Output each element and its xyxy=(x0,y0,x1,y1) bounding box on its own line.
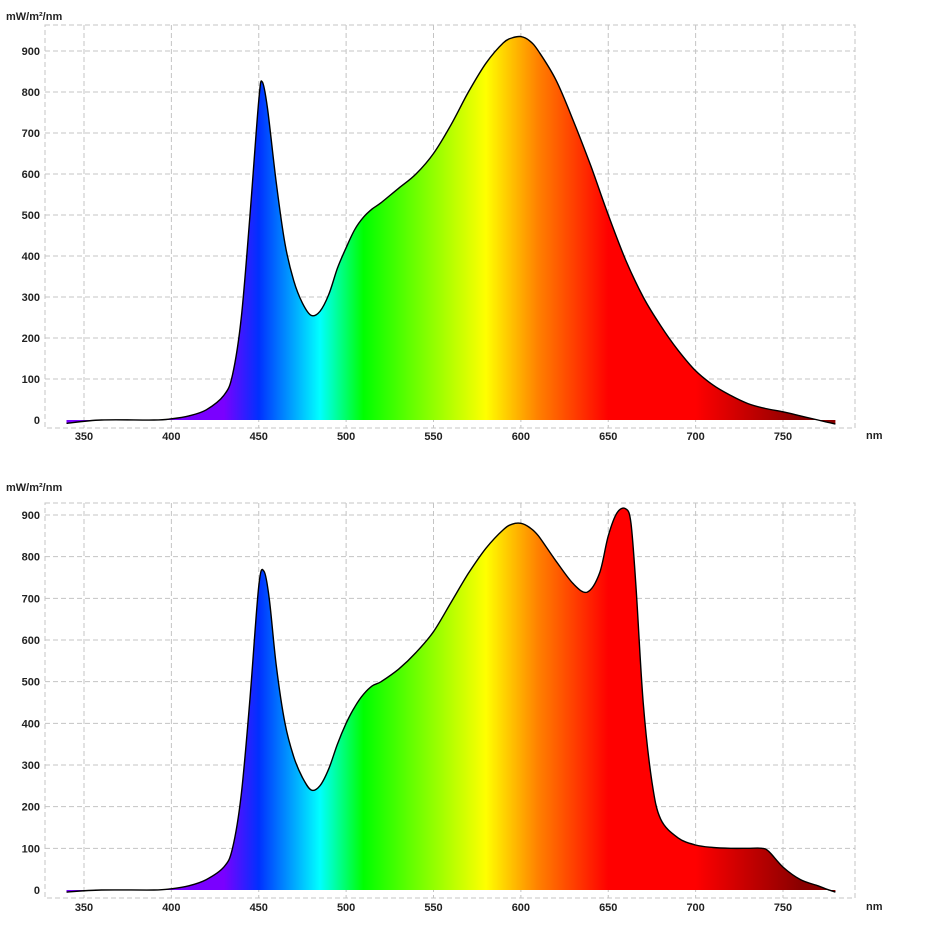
spectrum-area xyxy=(66,36,836,425)
x-tick-label: 650 xyxy=(599,431,617,443)
y-tick-label: 400 xyxy=(22,718,40,730)
x-tick-label: 350 xyxy=(75,431,93,443)
x-tick-label: 700 xyxy=(686,431,704,443)
y-tick-label: 500 xyxy=(22,210,40,222)
x-tick-label: 650 xyxy=(599,902,617,914)
x-tick-label: 700 xyxy=(686,902,704,914)
y-tick-label: 600 xyxy=(22,635,40,647)
y-tick-label: 700 xyxy=(22,593,40,605)
y-tick-label: 100 xyxy=(22,374,40,386)
x-tick-label: 750 xyxy=(774,431,792,443)
y-tick-label: 100 xyxy=(22,843,40,855)
y-tick-label: 300 xyxy=(22,292,40,304)
plot-frame xyxy=(44,502,856,899)
top-spectrum-chart: 0 100 200 300 400 500 600 700 800 900 350 400 450 500… xyxy=(6,11,883,443)
x-tick-label: 500 xyxy=(337,431,355,443)
y-tick-label: 800 xyxy=(22,552,40,564)
y-tick-label: 200 xyxy=(22,802,40,814)
x-tick-label: 500 xyxy=(337,902,355,914)
y-tick-label: 0 xyxy=(34,885,40,897)
spectrum-curve xyxy=(66,35,836,425)
x-tick-label: 450 xyxy=(250,902,268,914)
x-tick-label: 550 xyxy=(424,431,442,443)
y-tick-label: 300 xyxy=(22,760,40,772)
y-tick-label: 500 xyxy=(22,677,40,689)
y-axis-label: mW/m²/nm xyxy=(6,11,62,23)
x-axis-label: nm xyxy=(866,430,883,442)
x-tick-label: 600 xyxy=(512,431,530,443)
y-tick-label: 800 xyxy=(22,87,40,99)
y-tick-label: 700 xyxy=(22,128,40,140)
x-tick-label: 550 xyxy=(424,902,442,914)
x-tick-label: 400 xyxy=(162,431,180,443)
y-tick-label: 200 xyxy=(22,333,40,345)
x-tick-label: 600 xyxy=(512,902,530,914)
bottom-spectrum-chart: 0 100 200 300 400 500 600 700 800 900 350 400 450 500… xyxy=(6,482,883,914)
spectrum-area xyxy=(66,508,836,893)
x-tick-label: 750 xyxy=(774,902,792,914)
x-axis-label: nm xyxy=(866,901,883,913)
x-tick-label: 400 xyxy=(162,902,180,914)
y-tick-label: 600 xyxy=(22,169,40,181)
spectrum-curve xyxy=(66,507,836,893)
plot-frame xyxy=(44,24,856,429)
y-tick-label: 0 xyxy=(34,415,40,427)
y-tick-label: 400 xyxy=(22,251,40,263)
y-axis-label: mW/m²/nm xyxy=(6,482,62,494)
x-tick-label: 450 xyxy=(250,431,268,443)
y-tick-label: 900 xyxy=(22,510,40,522)
x-tick-label: 350 xyxy=(75,902,93,914)
y-tick-label: 900 xyxy=(22,46,40,58)
